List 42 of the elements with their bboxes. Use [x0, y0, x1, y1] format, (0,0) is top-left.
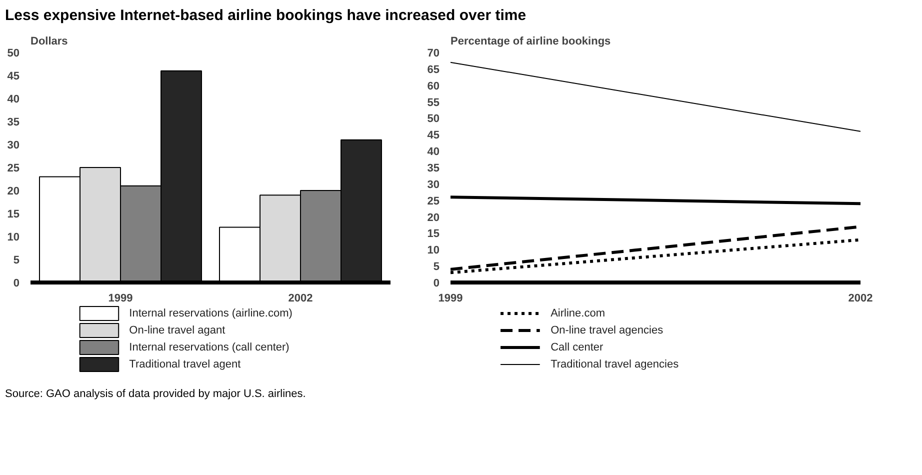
- y-axis-title: Dollars: [30, 36, 68, 48]
- y-tick-label: 15: [7, 208, 20, 220]
- legend-label: Internal reservations (airline.com): [129, 308, 292, 320]
- y-tick-label: 65: [427, 64, 440, 76]
- legend-label: Internal reservations (call center): [129, 342, 290, 354]
- y-tick-label: 70: [427, 48, 440, 60]
- x-tick-label: 1999: [108, 292, 133, 304]
- y-tick-label: 5: [433, 261, 440, 274]
- y-tick-label: 60: [427, 80, 440, 92]
- y-tick-label: 50: [427, 113, 440, 126]
- x-tick-label: 2002: [848, 292, 873, 304]
- chart-title: Less expensive Internet-based airline bookings have increased over time: [5, 6, 526, 26]
- legend-label: Call center: [550, 342, 604, 354]
- y-tick-label: 25: [7, 162, 20, 174]
- y-tick-label: 5: [13, 254, 20, 266]
- y-tick-label: 10: [427, 244, 440, 257]
- y-tick-label: 15: [427, 228, 440, 240]
- y-tick-label: 35: [7, 116, 20, 128]
- y-tick-label: 45: [7, 70, 20, 82]
- x-tick-label: 2002: [288, 292, 313, 304]
- y-tick-label: 0: [433, 278, 440, 290]
- y-tick-label: 50: [7, 48, 20, 60]
- y-tick-label: 20: [427, 212, 440, 224]
- legend-label: On-line travel agencies: [550, 324, 664, 336]
- y-tick-label: 20: [7, 186, 20, 198]
- y-tick-label: 0: [13, 278, 20, 290]
- y-tick-label: 25: [427, 195, 440, 208]
- y-tick-label: 55: [427, 96, 440, 109]
- y-tick-label: 45: [427, 130, 440, 142]
- y-tick-label: 35: [427, 162, 440, 174]
- legend-label: Traditional travel agencies: [550, 358, 680, 370]
- y-tick-label: 30: [427, 178, 440, 191]
- y-tick-label: 40: [7, 94, 20, 106]
- source-note: Source: GAO analysis of data provided by major U.S. airlines.: [5, 387, 306, 402]
- y-axis-title: Percentage of airline bookings: [450, 36, 611, 48]
- legend-label: Traditional travel agent: [129, 358, 241, 370]
- y-tick-label: 40: [427, 146, 440, 158]
- y-tick-label: 10: [7, 232, 20, 244]
- x-tick-label: 1999: [438, 292, 463, 304]
- legend-label: On-line travel agant: [129, 324, 226, 336]
- legend-label: Airline.com: [550, 308, 605, 320]
- y-tick-label: 30: [7, 140, 20, 152]
